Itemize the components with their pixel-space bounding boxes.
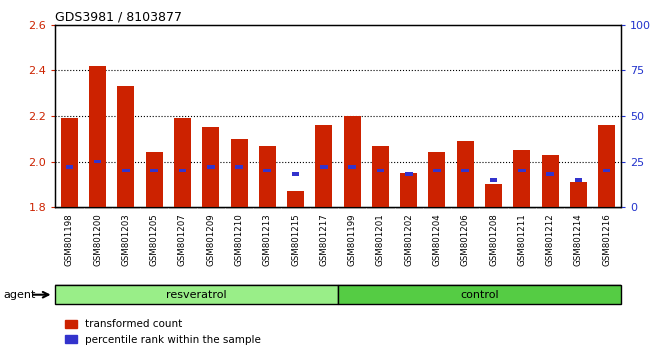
Text: GSM801203: GSM801203 [122, 213, 131, 266]
Bar [570, 182, 587, 207]
Bar [179, 169, 187, 172]
Bar [66, 165, 73, 169]
Bar [546, 172, 554, 176]
Bar [118, 86, 135, 207]
Bar [235, 165, 243, 169]
Bar [489, 178, 497, 182]
Text: GSM801199: GSM801199 [348, 213, 357, 266]
Bar [575, 178, 582, 182]
Bar [598, 125, 615, 207]
Bar [344, 116, 361, 207]
Bar [338, 285, 621, 304]
Bar [428, 153, 445, 207]
Text: GSM801200: GSM801200 [93, 213, 102, 266]
Bar [94, 160, 101, 163]
Legend: transformed count, percentile rank within the sample: transformed count, percentile rank withi… [60, 315, 265, 349]
Bar [541, 155, 558, 207]
Bar [122, 169, 130, 172]
Text: GSM801213: GSM801213 [263, 213, 272, 266]
Text: GDS3981 / 8103877: GDS3981 / 8103877 [55, 11, 182, 24]
Bar [55, 285, 338, 304]
Bar [320, 165, 328, 169]
Bar [61, 118, 78, 207]
Bar [263, 169, 271, 172]
Text: GSM801212: GSM801212 [545, 213, 554, 266]
Bar [400, 173, 417, 207]
Bar [462, 169, 469, 172]
Bar [457, 141, 474, 207]
Text: GSM801214: GSM801214 [574, 213, 583, 266]
Text: GSM801215: GSM801215 [291, 213, 300, 266]
Bar [405, 172, 413, 176]
Bar [315, 125, 332, 207]
Bar [292, 172, 300, 176]
Bar [146, 153, 162, 207]
Text: control: control [460, 290, 499, 300]
Text: GSM801205: GSM801205 [150, 213, 159, 266]
Text: GSM801207: GSM801207 [178, 213, 187, 266]
Bar [231, 139, 248, 207]
Bar [376, 169, 384, 172]
Bar [89, 66, 106, 207]
Text: GSM801204: GSM801204 [432, 213, 441, 266]
Bar [433, 169, 441, 172]
Text: GSM801208: GSM801208 [489, 213, 498, 266]
Bar [287, 191, 304, 207]
Text: GSM801201: GSM801201 [376, 213, 385, 266]
Text: GSM801206: GSM801206 [461, 213, 470, 266]
Text: GSM801198: GSM801198 [65, 213, 74, 266]
Bar [174, 118, 191, 207]
Bar [348, 165, 356, 169]
Bar [207, 165, 215, 169]
Text: resveratrol: resveratrol [166, 290, 227, 300]
Text: GSM801202: GSM801202 [404, 213, 413, 266]
Text: agent: agent [3, 290, 36, 300]
Bar [372, 145, 389, 207]
Bar [485, 184, 502, 207]
Text: GSM801210: GSM801210 [235, 213, 244, 266]
Text: GSM801211: GSM801211 [517, 213, 526, 266]
Bar [150, 169, 158, 172]
Text: GSM801217: GSM801217 [319, 213, 328, 266]
Text: GSM801209: GSM801209 [206, 213, 215, 266]
Text: GSM801216: GSM801216 [602, 213, 611, 266]
Bar [202, 127, 219, 207]
Bar [259, 145, 276, 207]
Bar [603, 169, 610, 172]
Bar [518, 169, 526, 172]
Bar [514, 150, 530, 207]
